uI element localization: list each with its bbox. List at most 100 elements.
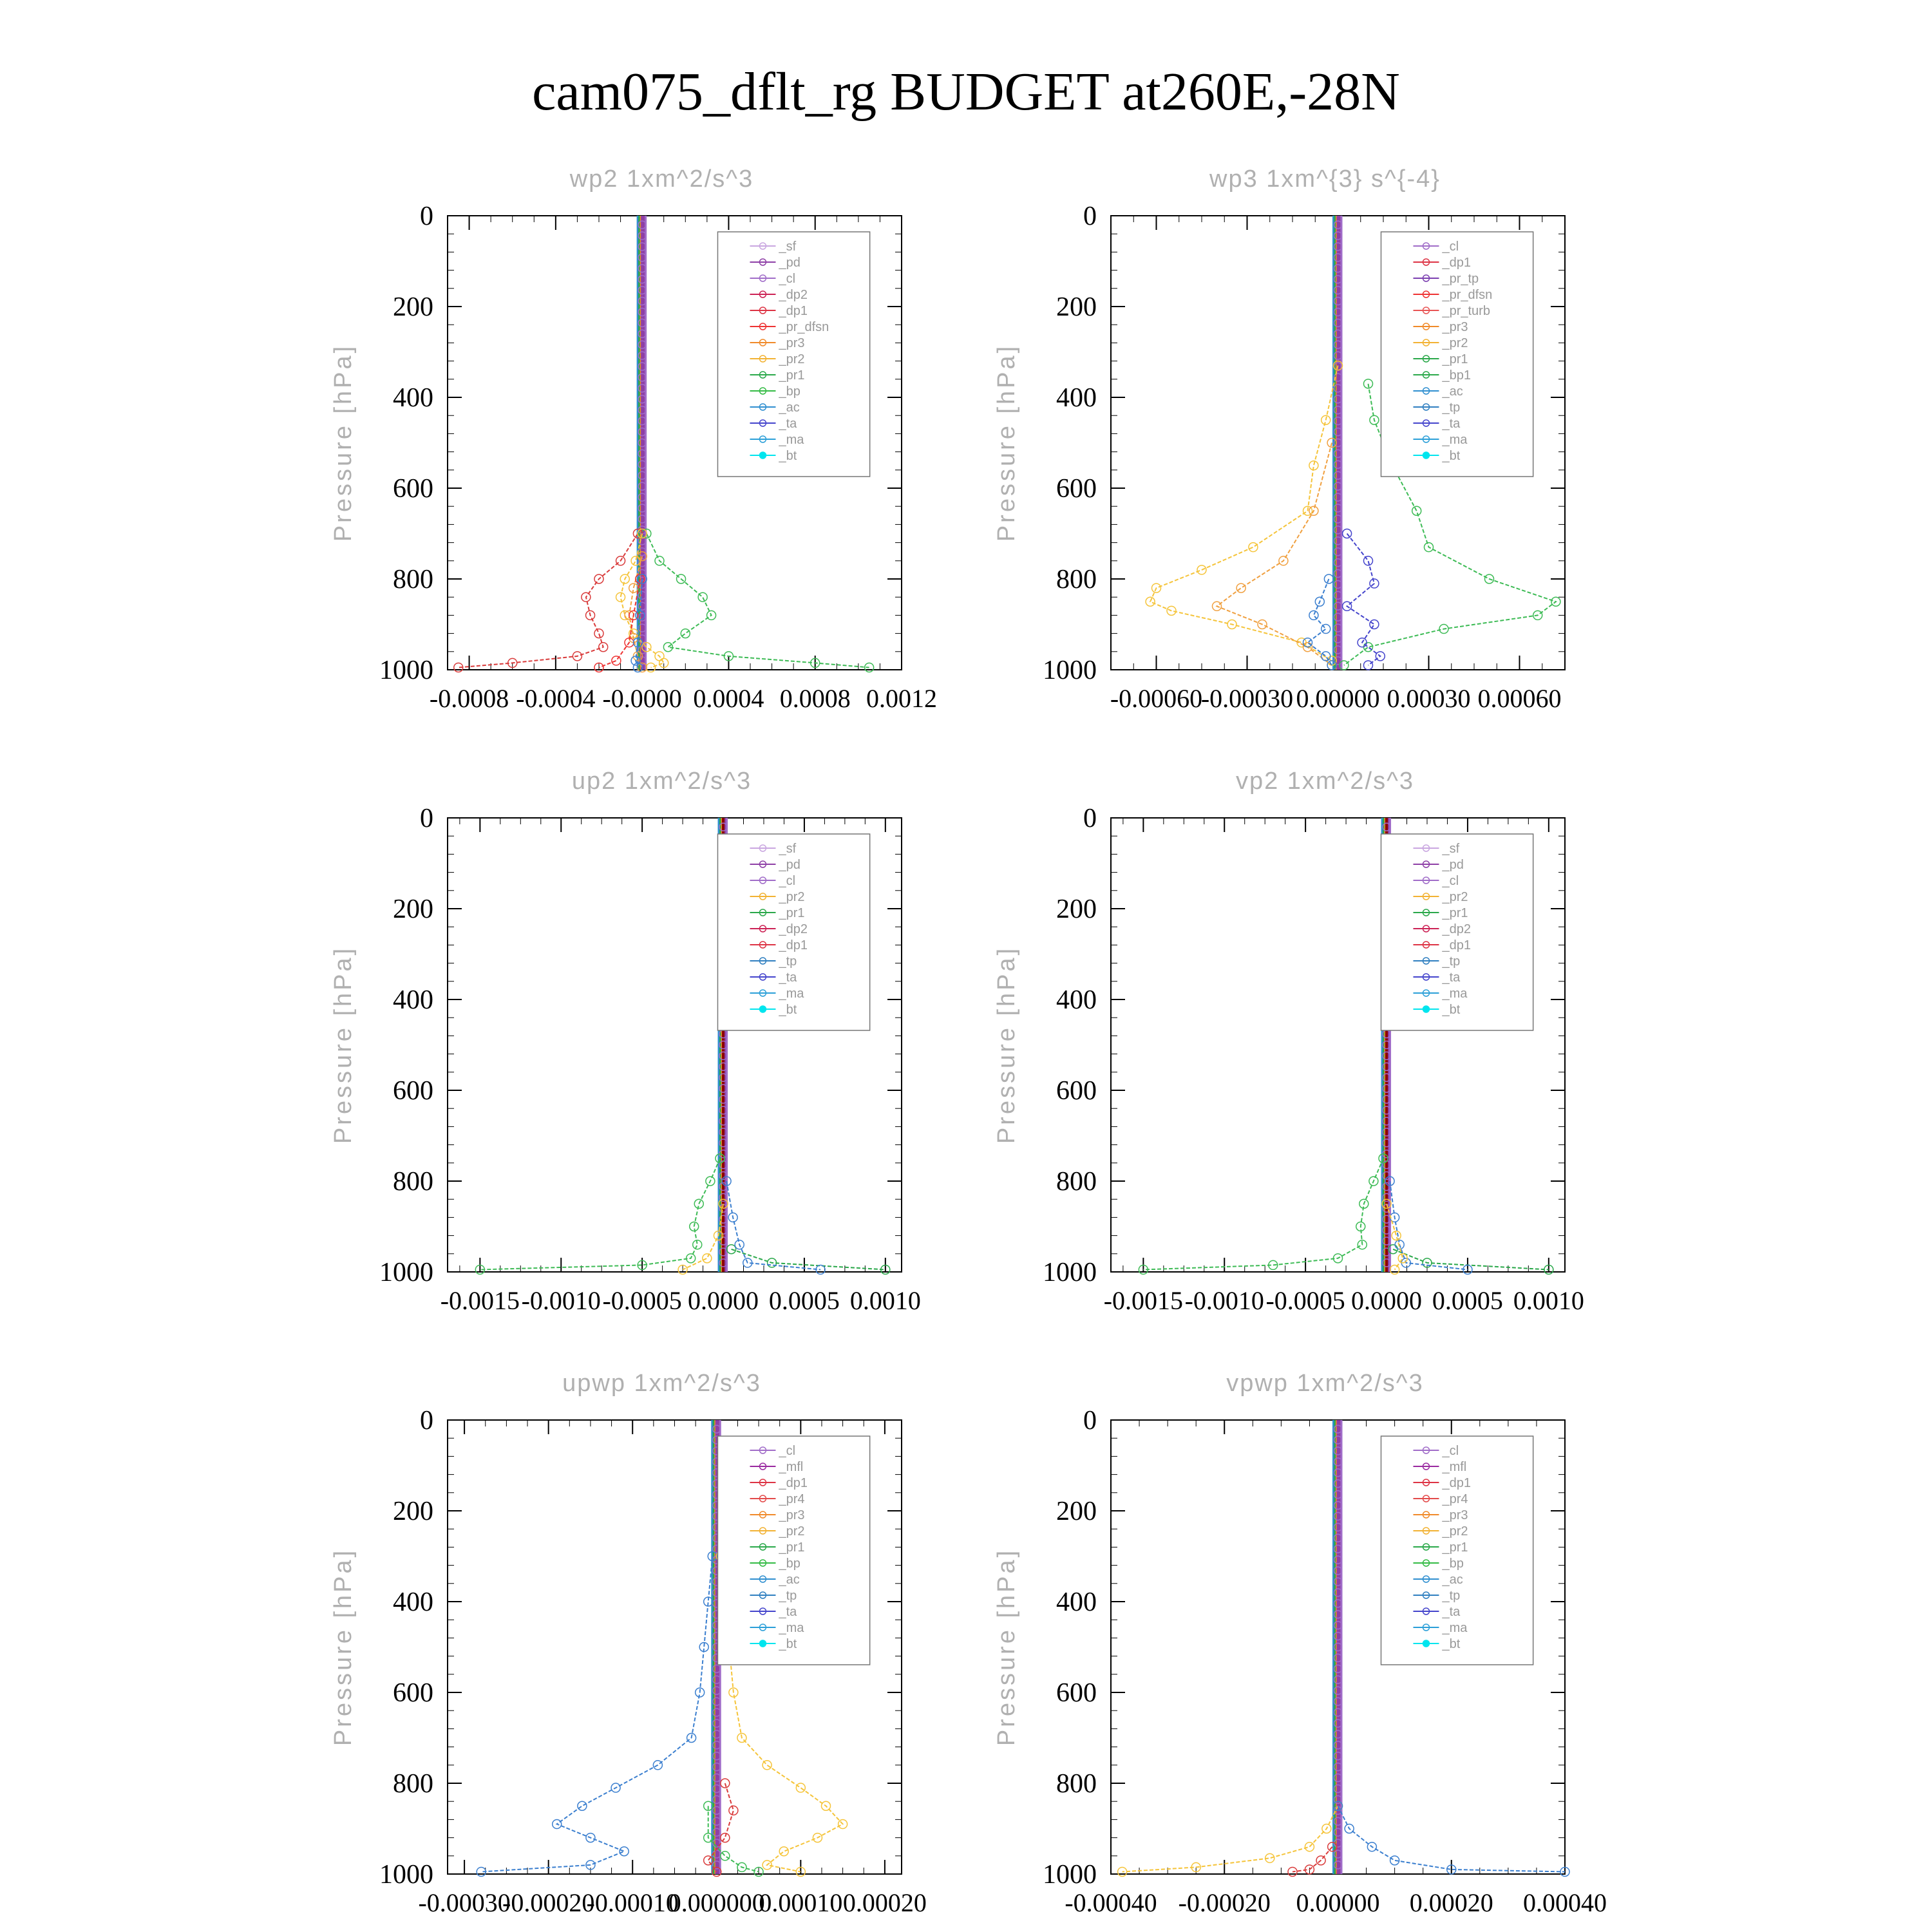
chart-5-zero-line-marker — [712, 1708, 721, 1717]
chart-6-zero-line-marker — [1333, 1730, 1343, 1739]
chart-2-legend-label: _ta — [1441, 417, 1461, 431]
chart-6-zero-line-marker — [1333, 1762, 1343, 1772]
chart-3-legend-marker — [759, 941, 767, 949]
chart-1-zero-line-marker — [638, 601, 647, 611]
chart-1-ylabel: Pressure [hPa] — [330, 344, 357, 542]
chart-panel-4: vp2 1xm^2/s^3 Pressure [hPa] 0 200 400 600 800… — [993, 768, 1584, 1315]
chart-2-series-pr1 — [1149, 365, 1339, 661]
chart-1-legend-marker — [759, 451, 767, 459]
chart-6-zero-line-marker — [1333, 1533, 1343, 1543]
chart-5-zero-line-marker — [712, 1817, 721, 1826]
chart-2-point-ta — [1341, 601, 1352, 612]
chart-2-zero-line-marker — [1333, 438, 1343, 448]
chart-5-legend-marker — [759, 1607, 767, 1615]
chart-5-legend-marker — [759, 1591, 767, 1599]
chart-3-legend-label: _pd — [778, 858, 800, 872]
chart-4-zero-line-marker — [1382, 1084, 1391, 1093]
chart-5-legend-marker — [759, 1575, 767, 1583]
chart-1-legend-box — [717, 231, 871, 477]
chart-5-point-dp1 — [712, 1866, 722, 1877]
chart-2-legend-label: _dp1 — [1441, 256, 1471, 270]
chart-5-legend-marker — [759, 1463, 767, 1470]
chart-4-point-tp — [1463, 1264, 1473, 1275]
chart-6-zero-line-marker — [1333, 1457, 1343, 1466]
chart-4-series-dp1 — [1143, 1158, 1384, 1271]
chart-4-zero-line-marker — [1382, 1106, 1391, 1115]
chart-3-legend-marker — [759, 973, 767, 981]
chart-6-point-pr1 — [1191, 1862, 1201, 1873]
chart-2-zero-line-marker — [1333, 623, 1343, 632]
chart-2-xtick-label: 0.00000 — [1296, 684, 1380, 713]
chart-4-point-dp1 — [1378, 1153, 1388, 1164]
chart-3-ytick-label: 1000 — [379, 1258, 433, 1287]
chart-panel-2: wp3 1xm^{3} s^{-4} Pressure [hPa] 0 200 400 6… — [993, 166, 1566, 713]
chart-1-legend-label: _sf — [778, 240, 796, 254]
chart-3-xtick-label: 0.0010 — [850, 1286, 921, 1315]
chart-2-point-bp1 — [1339, 660, 1349, 670]
chart-4-zero-line-marker — [1382, 1073, 1391, 1083]
chart-3-point-dp1 — [685, 1253, 696, 1264]
chart-3-zero-line-marker — [719, 1084, 728, 1093]
chart-6-zero-line-marker — [1333, 1642, 1343, 1652]
chart-1-zero-line-marker — [638, 351, 647, 360]
chart-6-legend-marker — [1422, 1575, 1430, 1583]
chart-2-point-ta — [1363, 556, 1374, 566]
chart-2-point-ta — [1357, 637, 1367, 648]
chart-1-zero-line-marker — [638, 504, 647, 513]
chart-1-zero-line-marker — [638, 493, 647, 502]
chart-3-legend-marker — [759, 876, 767, 884]
chart-6-legend-marker — [1422, 1591, 1430, 1599]
chart-2-point-ta — [1363, 660, 1374, 670]
chart-2-point-pr2 — [1278, 556, 1289, 566]
chart-4-zero-line-marker — [1382, 1171, 1391, 1180]
chart-6-ytick-label: 600 — [1056, 1678, 1097, 1708]
chart-2-ytick-label: 200 — [1056, 292, 1097, 322]
chart-3-zero-line-marker — [719, 822, 728, 831]
chart-3-legend-label: _dp2 — [778, 922, 808, 936]
chart-1-zero-line-marker — [638, 482, 647, 491]
chart-2-point-tp — [1323, 574, 1334, 584]
chart-5-legend-label: _tp — [778, 1589, 797, 1603]
chart-3-legend-marker — [759, 893, 767, 900]
chart-5-point-dp1 — [720, 1832, 730, 1843]
chart-1-zero-line-marker — [638, 515, 647, 524]
chart-3-point-dp1 — [715, 1153, 725, 1164]
chart-3-legend-label: _sf — [778, 842, 796, 856]
chart-3-zero-line-marker — [719, 1171, 728, 1180]
chart-4-point-dp1 — [1356, 1221, 1366, 1232]
chart-1-ytick-label: 200 — [393, 292, 433, 322]
chart-6-zero-line-marker — [1333, 1599, 1343, 1608]
chart-4-zero-line-marker — [1382, 1128, 1391, 1137]
chart-1-point-ac — [632, 662, 643, 673]
chart-6-point-tp — [1446, 1864, 1457, 1875]
chart-5-legend-marker — [759, 1559, 767, 1567]
chart-5-legend-marker — [759, 1495, 767, 1502]
chart-2-zero-line-marker — [1333, 231, 1343, 240]
chart-2-zero-line-marker — [1333, 634, 1343, 643]
chart-5-zero-line-marker — [712, 1762, 721, 1772]
chart-5-zero-line-marker — [712, 1741, 721, 1750]
chart-5-legend-label: _pr3 — [778, 1508, 804, 1522]
chart-1-plot-frame — [447, 215, 902, 670]
chart-5-point-pr1 — [837, 1819, 848, 1830]
chart-5-zero-line-marker — [712, 1773, 721, 1783]
chart-2-zero-line-marker — [1333, 526, 1343, 535]
chart-3-zero-line-marker — [719, 1106, 728, 1115]
chart-5-ylabel: Pressure [hPa] — [330, 1548, 357, 1746]
chart-2-zero-line-marker — [1333, 340, 1343, 349]
chart-2-point-pr1 — [1248, 542, 1258, 553]
chart-5-legend-label: _pr2 — [778, 1524, 804, 1539]
chart-4-xtick-label: 0.0010 — [1513, 1286, 1584, 1315]
chart-1-point-pr2 — [620, 574, 630, 584]
chart-6-legend-label: _pr2 — [1441, 1524, 1468, 1539]
chart-5-point-bp — [703, 1832, 714, 1843]
chart-4-zero-line-marker — [1382, 1247, 1391, 1256]
chart-2-zero-line-marker — [1333, 307, 1343, 317]
chart-5-point-tp — [577, 1801, 587, 1811]
chart-3-point-pr1 — [702, 1253, 712, 1264]
chart-5-point-bp — [703, 1801, 714, 1811]
chart-4-legend-marker — [1422, 844, 1430, 852]
chart-5-point-pr1 — [795, 1783, 806, 1793]
chart-4-legend-label: _cl — [1441, 874, 1459, 888]
chart-6-zero-line-marker — [1333, 1675, 1343, 1685]
